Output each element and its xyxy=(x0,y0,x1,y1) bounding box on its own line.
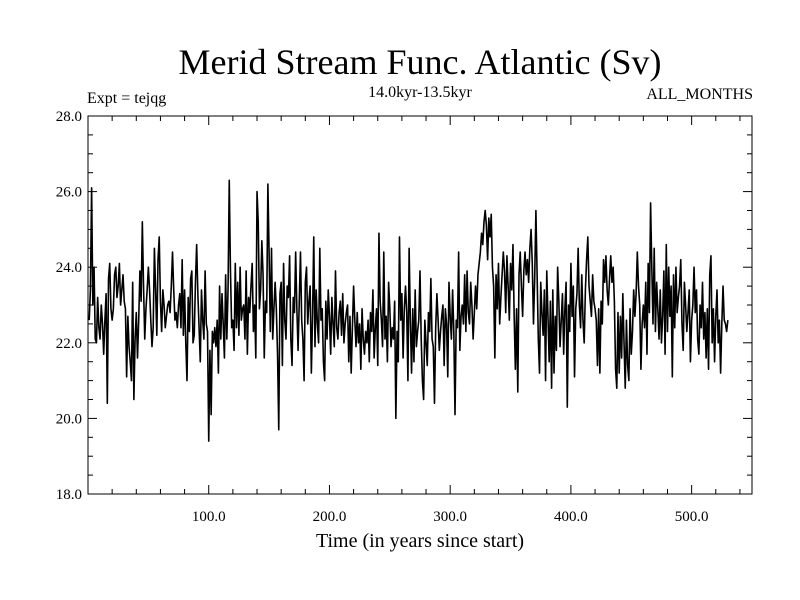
series-layer xyxy=(88,179,729,442)
x-tick-label: 300.0 xyxy=(433,509,467,525)
chart-subtitle: 14.0kyr-13.5kyr xyxy=(368,84,472,101)
x-tick-label: 400.0 xyxy=(554,509,588,525)
y-tick-label: 28.0 xyxy=(56,109,82,125)
x-axis: 100.0 200.0 300.0 400.0 500.0 xyxy=(111,116,741,525)
x-tick-label: 100.0 xyxy=(192,509,226,525)
experiment-label: Expt = tejqg xyxy=(87,90,166,107)
y-tick-label: 22.0 xyxy=(56,336,82,352)
series-line xyxy=(88,179,729,442)
months-label: ALL_MONTHS xyxy=(646,86,753,103)
y-tick-label: 24.0 xyxy=(56,260,82,276)
x-axis-label: Time (in years since start) xyxy=(316,530,524,552)
y-axis: 18.0 20.0 22.0 24.0 26.0 28.0 xyxy=(56,109,752,503)
chart-title: Merid Stream Func. Atlantic (Sv) xyxy=(179,42,662,82)
y-tick-label: 26.0 xyxy=(56,185,82,201)
y-tick-label: 18.0 xyxy=(56,487,82,503)
x-tick-label: 500.0 xyxy=(675,509,709,525)
x-tick-label: 200.0 xyxy=(313,509,347,525)
y-tick-label: 20.0 xyxy=(56,411,82,427)
